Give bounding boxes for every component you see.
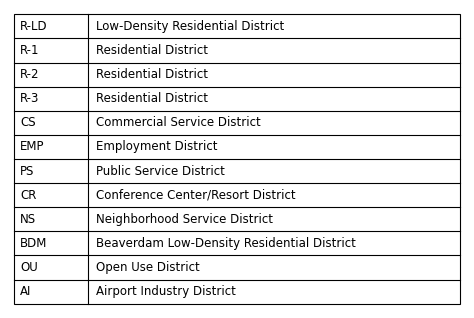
Text: EMP: EMP [20,141,45,154]
Text: R-1: R-1 [20,44,39,57]
Text: Residential District: Residential District [96,92,208,105]
Text: Conference Center/Resort District: Conference Center/Resort District [96,189,296,202]
Text: R-LD: R-LD [20,20,47,33]
Text: BDM: BDM [20,237,47,250]
Text: CR: CR [20,189,36,202]
Text: Beaverdam Low-Density Residential District: Beaverdam Low-Density Residential Distri… [96,237,356,250]
Text: Commercial Service District: Commercial Service District [96,116,261,129]
Text: PS: PS [20,164,34,177]
Text: Open Use District: Open Use District [96,261,200,274]
Text: Employment District: Employment District [96,141,218,154]
Text: Low-Density Residential District: Low-Density Residential District [96,20,284,33]
Text: Residential District: Residential District [96,68,208,81]
Text: Public Service District: Public Service District [96,164,225,177]
Text: Residential District: Residential District [96,44,208,57]
Text: R-2: R-2 [20,68,39,81]
Text: OU: OU [20,261,37,274]
Text: Neighborhood Service District: Neighborhood Service District [96,213,273,226]
Text: NS: NS [20,213,36,226]
Text: AI: AI [20,285,31,298]
Text: CS: CS [20,116,36,129]
Text: Airport Industry District: Airport Industry District [96,285,236,298]
Text: R-3: R-3 [20,92,39,105]
